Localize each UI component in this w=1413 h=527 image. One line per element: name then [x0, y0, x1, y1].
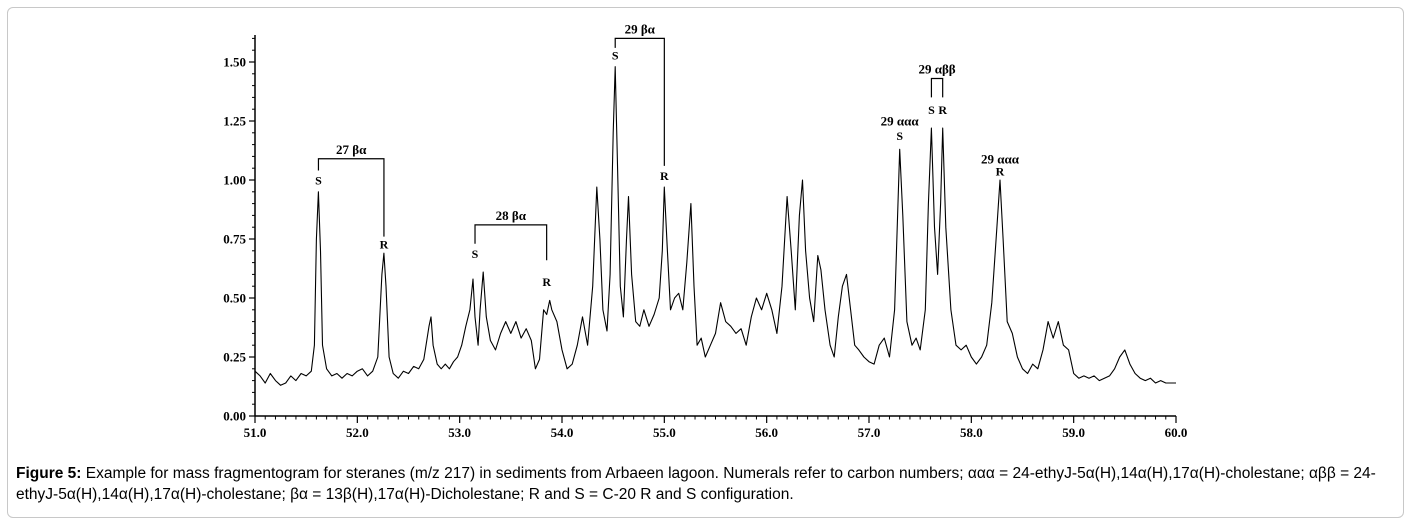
group-label: 29 αββ: [918, 62, 955, 77]
peak-label: R: [996, 164, 1005, 178]
y-tick-label: 0.50: [223, 291, 246, 306]
group-label: 28 βα: [496, 208, 527, 223]
peak-label: S: [612, 49, 619, 63]
series-layer: [254, 66, 1176, 386]
peak-label: S: [896, 129, 903, 143]
x-tick-label: 55.0: [653, 425, 676, 440]
x-tick-label: 60.0: [1165, 425, 1188, 440]
axes: 0.00 0.25 0.50 0.75 1.00 1.25 1.50 51.0 52.0 53.0…: [223, 35, 1187, 440]
group-bracket: [474, 224, 548, 261]
x-tick-label: 53.0: [448, 425, 471, 440]
y-tick-label: 0.00: [223, 409, 246, 424]
caption-text: Example for mass fragmentogram for stera…: [16, 465, 1376, 503]
y-tick-label: 1.00: [223, 173, 246, 188]
y-tick-label: 1.25: [223, 114, 246, 129]
x-tick-label: 54.0: [551, 425, 574, 440]
group-label: 27 βα: [336, 142, 367, 157]
chromatogram-line: [254, 66, 1176, 386]
caption-label: Figure 5:: [16, 465, 82, 482]
figure-caption: Figure 5: Example for mass fragmentogram…: [16, 463, 1396, 505]
group-bracket: [930, 77, 944, 98]
peak-label: R: [380, 237, 389, 251]
x-tick-label: 51.0: [244, 425, 267, 440]
x-tick-label: 57.0: [858, 425, 881, 440]
group-label: 29 βα: [625, 21, 656, 36]
x-tick-label: 58.0: [960, 425, 983, 440]
peak-label: S: [472, 247, 479, 261]
mass-fragmentogram-chart: 0.00 0.25 0.50 0.75 1.00 1.25 1.50 51.0 52.0 53.0…: [223, 21, 1187, 440]
y-tick-label: 0.25: [223, 350, 246, 365]
x-tick-label: 52.0: [346, 425, 369, 440]
peak-label: R: [660, 169, 669, 183]
peak-label: R: [938, 103, 947, 117]
y-tick-label: 0.75: [223, 232, 246, 247]
x-tick-label: 59.0: [1062, 425, 1085, 440]
peak-label: R: [542, 275, 551, 289]
y-tick-label: 1.50: [223, 55, 246, 70]
group-label: 29 ααα: [981, 151, 1020, 166]
peak-label: S: [928, 103, 935, 117]
group-bracket: [614, 37, 665, 166]
group-label: 29 ααα: [881, 114, 920, 129]
peak-label: S: [315, 174, 322, 188]
figure-frame: [7, 7, 1404, 518]
group-bracket: [317, 158, 385, 237]
x-tick-label: 56.0: [755, 425, 778, 440]
